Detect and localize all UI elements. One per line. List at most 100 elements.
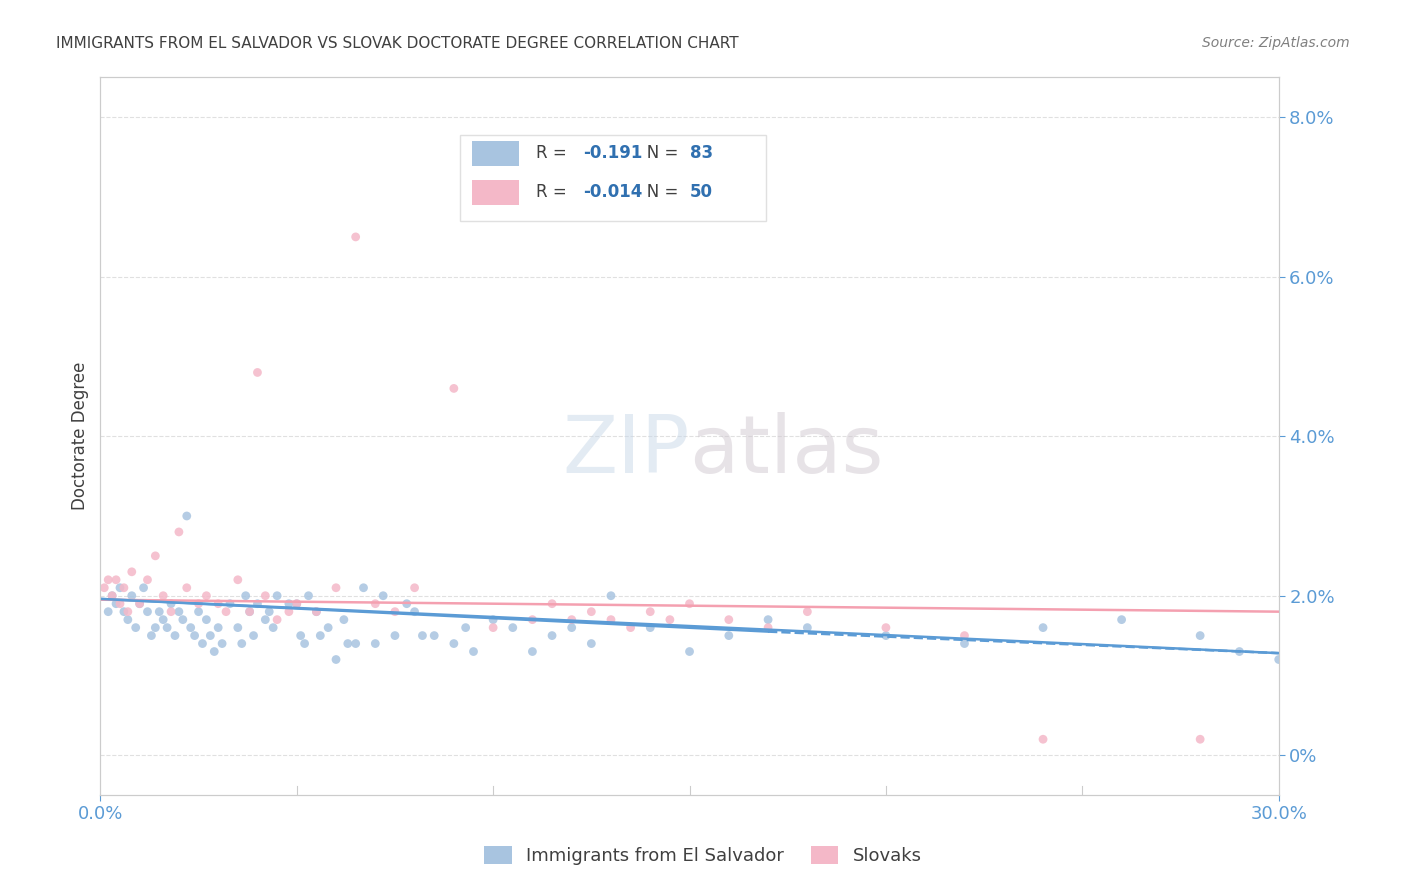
Point (658, 613, 681, 627)
Text: IMMIGRANTS FROM EL SALVADOR VS SLOVAK DOCTORATE DEGREE CORRELATION CHART: IMMIGRANTS FROM EL SALVADOR VS SLOVAK DO… (56, 36, 740, 51)
Point (522, 644, 544, 658)
Point (443, 636, 465, 650)
Point (143, 549, 166, 563)
Point (443, 381, 465, 395)
Point (482, 621, 505, 635)
Point (294, 636, 316, 650)
Point (125, 621, 148, 635)
Text: -0.191: -0.191 (583, 144, 643, 161)
Point (297, 589, 319, 603)
Point (195, 589, 218, 603)
Point (242, 629, 264, 643)
Point (395, 597, 418, 611)
Point (277, 597, 299, 611)
Point (187, 597, 209, 611)
Point (620, 621, 643, 635)
Point (105, 597, 128, 611)
Point (316, 621, 339, 635)
Point (141, 629, 163, 643)
Point (364, 636, 387, 650)
Point (384, 605, 406, 619)
Point (1229, 644, 1251, 658)
Point (277, 605, 299, 619)
Point (128, 597, 150, 611)
Point (561, 621, 583, 635)
Point (364, 597, 387, 611)
Point (678, 597, 700, 611)
Point (336, 636, 359, 650)
Point (97, 605, 120, 619)
Point (101, 589, 124, 603)
Point (325, 652, 347, 666)
Point (117, 613, 139, 627)
Point (207, 597, 229, 611)
Point (132, 581, 155, 595)
Point (195, 613, 218, 627)
Text: R =: R = (536, 183, 572, 202)
Point (112, 605, 135, 619)
Bar (471, 141, 519, 166)
Text: 83: 83 (689, 144, 713, 161)
Point (541, 597, 564, 611)
Point (638, 621, 661, 635)
Point (953, 629, 976, 643)
Point (187, 605, 209, 619)
Point (502, 621, 524, 635)
Point (373, 589, 395, 603)
Point (305, 605, 328, 619)
Point (108, 597, 131, 611)
Point (219, 597, 242, 611)
Point (101, 589, 124, 603)
Point (1032, 621, 1054, 635)
Point (136, 573, 159, 587)
Point (1189, 732, 1212, 747)
Point (105, 573, 128, 587)
Point (1189, 629, 1212, 643)
Point (756, 613, 779, 627)
Point (638, 605, 661, 619)
Point (226, 573, 249, 587)
Point (163, 629, 186, 643)
Point (285, 597, 308, 611)
Point (160, 605, 183, 619)
Text: N =: N = (631, 144, 683, 161)
Y-axis label: Doctorate Degree: Doctorate Degree (72, 362, 89, 510)
Point (235, 589, 257, 603)
Point (246, 366, 269, 380)
Point (207, 621, 229, 635)
Point (333, 613, 356, 627)
Point (191, 636, 214, 650)
Point (93, 581, 115, 595)
Point (239, 605, 262, 619)
Point (285, 597, 308, 611)
Point (262, 621, 284, 635)
Point (600, 613, 623, 627)
Point (239, 605, 262, 619)
Legend: Immigrants from El Salvador, Slovaks: Immigrants from El Salvador, Slovaks (475, 837, 931, 874)
Point (143, 621, 166, 635)
Point (581, 636, 603, 650)
Point (353, 581, 375, 595)
Point (875, 629, 897, 643)
Point (152, 613, 174, 627)
Point (796, 605, 818, 619)
Point (211, 636, 233, 650)
Point (344, 636, 367, 650)
Text: -0.014: -0.014 (583, 183, 643, 202)
Point (180, 621, 202, 635)
Point (266, 589, 288, 603)
Point (246, 597, 269, 611)
Point (254, 613, 277, 627)
Point (200, 629, 222, 643)
Point (1032, 732, 1054, 747)
Point (463, 644, 485, 658)
Point (183, 629, 205, 643)
Point (121, 589, 143, 603)
Point (522, 613, 544, 627)
Point (215, 605, 238, 619)
Point (254, 589, 277, 603)
Text: 50: 50 (689, 183, 713, 202)
Point (423, 629, 446, 643)
Point (600, 589, 623, 603)
Point (167, 605, 190, 619)
